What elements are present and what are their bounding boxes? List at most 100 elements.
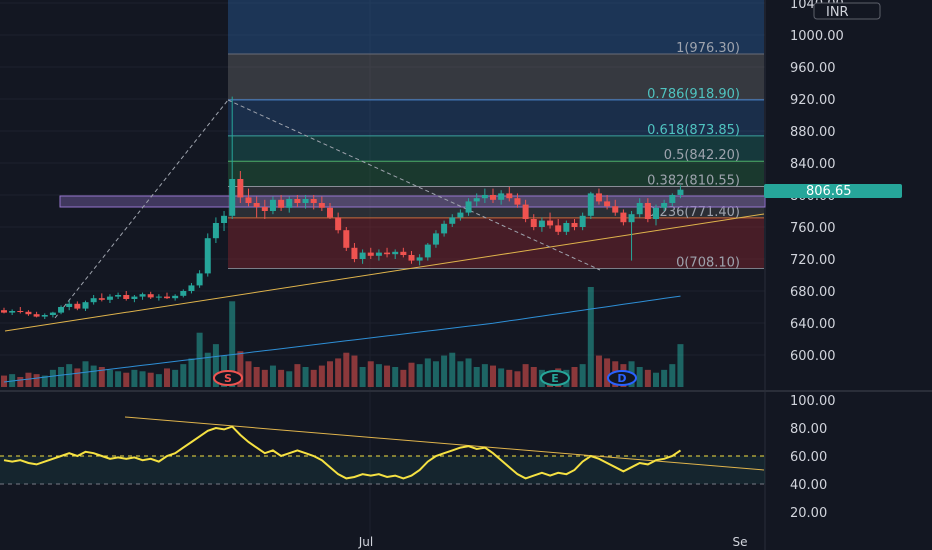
- volume-bar-33: [269, 365, 276, 387]
- volume-bar-45: [367, 361, 374, 387]
- volume-bar-83: [677, 344, 684, 387]
- volume-bar-34: [278, 369, 285, 387]
- volume-bars: [1, 287, 684, 387]
- volume-bar-65: [530, 367, 537, 387]
- candle-body-65: [530, 219, 537, 227]
- fib-label-6: 0(708.10): [676, 256, 740, 271]
- volume-bar-15: [123, 372, 130, 387]
- volume-bar-24: [196, 332, 203, 387]
- volume-bar-2: [17, 377, 24, 387]
- time-axis[interactable]: Jul Se: [358, 535, 748, 549]
- candle-body-17: [139, 294, 146, 297]
- candle-body-66: [538, 220, 545, 227]
- fib-zone-0: [228, 53, 764, 100]
- volume-bar-72: [587, 287, 594, 387]
- candle-body-58: [473, 198, 480, 202]
- candle-body-29: [237, 179, 244, 198]
- price-tick-9: 680.00: [790, 285, 836, 300]
- candle-body-68: [555, 225, 562, 232]
- volume-bar-58: [473, 367, 480, 387]
- volume-bar-3: [25, 372, 32, 387]
- volume-bar-10: [82, 361, 89, 387]
- volume-bar-40: [327, 361, 333, 387]
- candle-body-41: [335, 217, 342, 231]
- volume-bar-71: [579, 364, 586, 387]
- volume-bar-46: [375, 364, 382, 387]
- last-price-label: 806.65: [806, 184, 852, 199]
- volume-bar-5: [41, 375, 48, 387]
- candle-body-42: [343, 230, 350, 248]
- volume-bar-18: [147, 372, 154, 387]
- volume-bar-36: [294, 364, 301, 387]
- last-price-tag: 806.65: [764, 184, 902, 199]
- rsi-oscillator: [0, 416, 765, 485]
- volume-bar-9: [74, 368, 81, 387]
- candle-body-36: [294, 199, 301, 203]
- candle-body-27: [221, 215, 228, 223]
- rsi-tick-3: 40.00: [790, 478, 827, 493]
- volume-bar-54: [441, 355, 448, 387]
- candle-body-33: [269, 199, 276, 211]
- price-tick-10: 640.00: [790, 317, 836, 332]
- volume-bar-23: [188, 358, 195, 387]
- volume-bar-70: [571, 367, 578, 387]
- price-tick-4: 880.00: [790, 125, 836, 140]
- candle-body-70: [571, 223, 578, 227]
- volume-bar-11: [90, 365, 97, 387]
- candle-body-1: [9, 311, 16, 313]
- fib-zone-top: [228, 0, 764, 54]
- currency-box: [813, 2, 881, 20]
- resistance-zone: [59, 195, 766, 208]
- candle-body-43: [351, 247, 358, 259]
- volume-bar-63: [514, 371, 521, 387]
- volume-bar-35: [286, 371, 293, 387]
- event-badge-2: [607, 370, 637, 386]
- candle-body-26: [212, 223, 219, 239]
- event-badge-1: [540, 370, 570, 386]
- candle-body-54: [441, 223, 448, 234]
- volume-bar-50: [408, 362, 415, 387]
- candle-body-79: [644, 203, 651, 219]
- volume-bar-60: [490, 365, 496, 387]
- last-price-box: [764, 184, 902, 198]
- candle-body-62: [506, 193, 513, 199]
- drawing-lines[interactable]: [3, 99, 765, 383]
- volume-bar-29: [237, 351, 244, 387]
- volume-bar-55: [449, 352, 456, 387]
- candle-body-25: [204, 238, 211, 274]
- volume-bar-37: [302, 367, 309, 387]
- price-tick-2: 960.00: [790, 61, 836, 76]
- price-tick-5: 840.00: [790, 157, 836, 172]
- candle-body-82: [669, 195, 676, 203]
- candle-body-2: [17, 311, 24, 312]
- rsi-line: [3, 425, 682, 480]
- ascending-trendline: [4, 213, 765, 332]
- candle-body-19: [155, 296, 162, 298]
- volume-bar-38: [310, 369, 317, 387]
- candle-body-10: [82, 302, 89, 309]
- price-tick-8: 720.00: [790, 253, 836, 268]
- volume-bar-48: [392, 367, 399, 387]
- fib-label-3: 0.5(842.20): [664, 148, 740, 163]
- candle-body-47: [384, 252, 391, 255]
- fibonacci-retracement[interactable]: 1(976.30) 0.786(918.90) 0.618(873.85) 0.5(8…: [59, 0, 766, 271]
- volume-bar-82: [669, 364, 676, 387]
- candle-body-38: [310, 199, 317, 203]
- fib-anchor-line-down: [227, 99, 601, 271]
- volume-bar-12: [98, 367, 105, 387]
- candle-body-21: [172, 295, 179, 299]
- candle-body-57: [465, 201, 472, 213]
- candle-body-34: [278, 199, 285, 208]
- volume-bar-20: [164, 368, 170, 387]
- candle-body-15: [123, 295, 130, 299]
- volume-bar-19: [155, 374, 162, 387]
- rsi-tick-0: 100.00: [790, 394, 836, 409]
- price-tick-7: 760.00: [790, 221, 836, 236]
- candle-body-30: [245, 197, 252, 203]
- candle-body-48: [392, 251, 399, 255]
- event-badge-0: [213, 370, 243, 386]
- currency-badge[interactable]: INR: [813, 2, 881, 20]
